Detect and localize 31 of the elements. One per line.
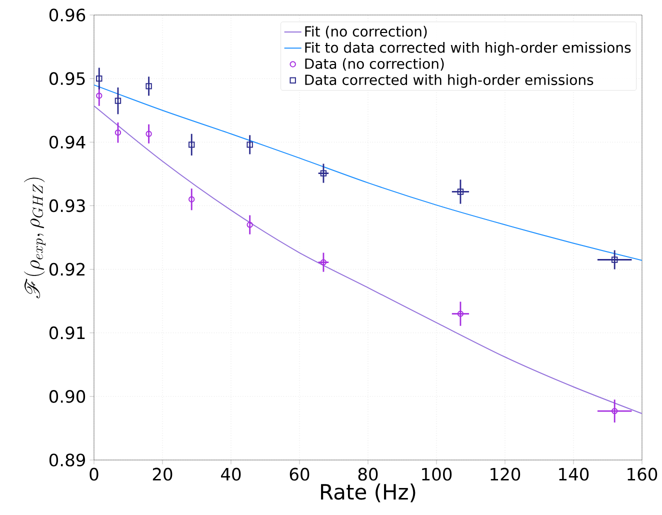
x-tick-label: 20 [152, 468, 172, 481]
point [612, 256, 618, 263]
legend-label: Fit (no correction) [305, 26, 427, 38]
point [457, 188, 464, 195]
legend-label: Data corrected with high-order emissions [305, 74, 594, 88]
y-tick-label: 0.94 [49, 136, 86, 149]
point [96, 75, 102, 82]
y-tick-label: 0.89 [49, 454, 85, 466]
y-axis-title: $\mathscr{F}(\rho_{exp}, \rho_{GHZ})$ [24, 178, 46, 298]
legend-label: Fit to data corrected with high-order emissions [305, 42, 631, 56]
y-tick-label: 0.95 [49, 72, 85, 85]
x-tick-label: 100 [422, 468, 452, 481]
x-tick-label: 0 [90, 468, 98, 481]
x-tick-label: 120 [490, 468, 520, 481]
y-tick-label: 0.92 [49, 262, 84, 276]
y-tick-label: 0.91 [49, 326, 85, 340]
x-tick-label: 40 [221, 468, 241, 481]
x-tick-label: 80 [358, 468, 378, 481]
point [188, 142, 195, 148]
x-tick-label: 140 [559, 468, 589, 481]
x-tick-label: 160 [628, 468, 658, 481]
point [246, 142, 253, 148]
point [146, 83, 152, 90]
line-series [94, 105, 642, 414]
y-tick-label: 0.90 [49, 390, 86, 403]
point [114, 98, 122, 104]
y-tick-label: 0.93 [49, 199, 85, 212]
legend-label: Data (no correction) [305, 58, 444, 71]
x-axis-title: Rate (Hz) [321, 484, 416, 502]
y-tick-label: 0.96 [49, 8, 86, 22]
x-tick-label: 60 [290, 468, 310, 481]
